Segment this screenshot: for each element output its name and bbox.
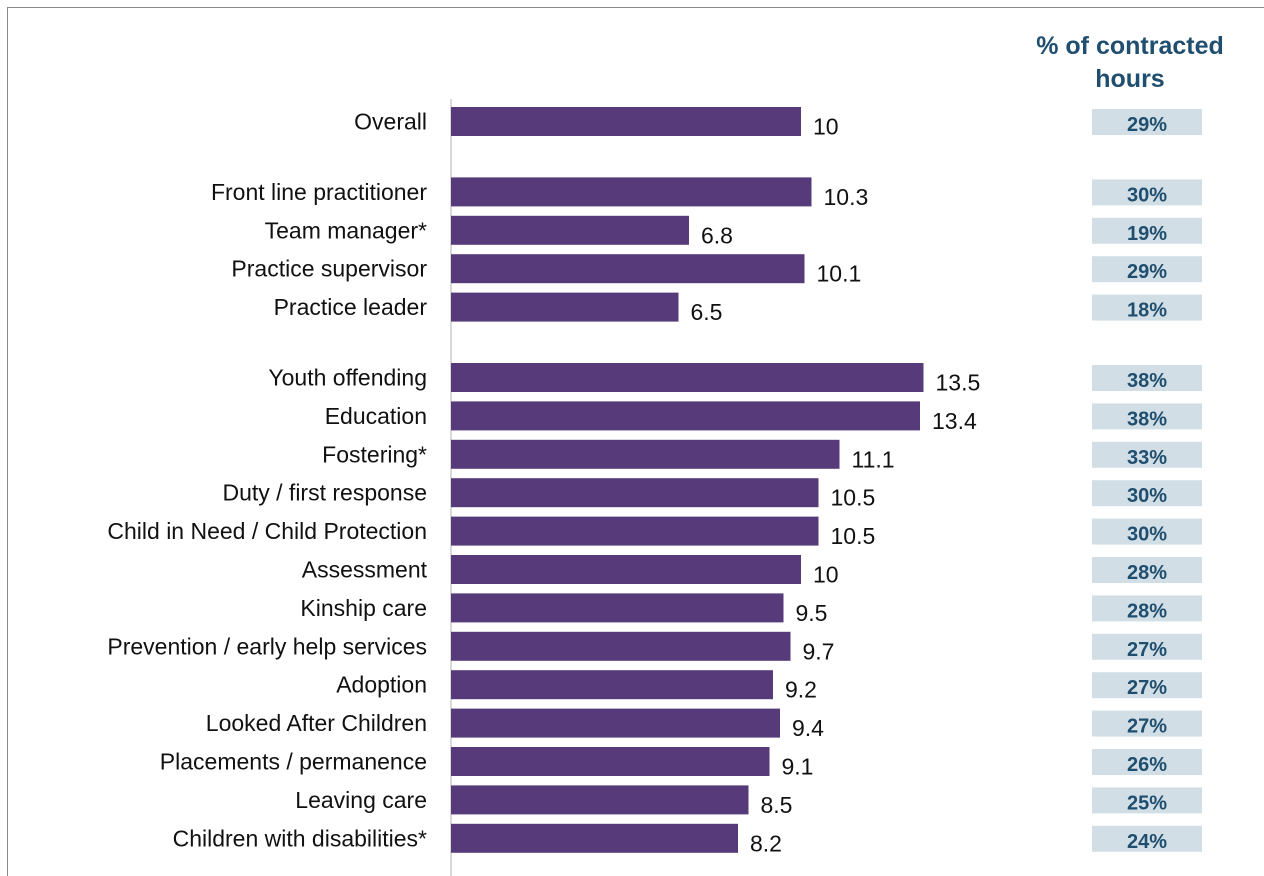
bar (451, 215, 689, 245)
value-label: 8.5 (761, 792, 793, 818)
bar (451, 670, 773, 700)
category-label: Overall (354, 109, 427, 135)
pct-box (1092, 365, 1202, 391)
value-label: 9.4 (792, 715, 824, 741)
pct-value: 26% (1127, 754, 1167, 776)
pct-box (1092, 109, 1202, 135)
value-label: 10.5 (831, 485, 876, 511)
pct-box (1092, 518, 1202, 545)
category-label: Looked After Children (206, 710, 427, 736)
bar (451, 254, 805, 284)
pct-box (1092, 179, 1202, 206)
category-label: Kinship care (300, 595, 427, 621)
category-label: Practice supervisor (231, 256, 427, 282)
pct-value: 29% (1127, 261, 1167, 283)
value-label: 9.2 (785, 677, 817, 703)
pct-box (1092, 595, 1202, 622)
category-label: Fostering* (322, 441, 427, 467)
pct-value: 28% (1127, 562, 1167, 584)
pct-column-header: % of contracted hours (985, 30, 1264, 96)
bar (451, 177, 812, 207)
category-label: Placements / permanence (160, 749, 427, 775)
value-label: 9.1 (782, 754, 814, 780)
pct-box (1092, 294, 1202, 321)
pct-box (1092, 256, 1202, 283)
category-label: Youth offending (268, 365, 427, 391)
value-label: 10.3 (824, 184, 869, 210)
pct-value: 30% (1127, 485, 1167, 507)
pct-box (1092, 217, 1202, 244)
value-label: 10 (813, 114, 839, 140)
chart-frame (7, 7, 1264, 876)
pct-value: 30% (1127, 184, 1167, 206)
pct-box (1092, 441, 1202, 468)
pct-value: 24% (1127, 831, 1167, 853)
pct-box (1092, 557, 1202, 583)
pct-value: 27% (1127, 716, 1167, 738)
value-label: 13.5 (936, 370, 981, 396)
bar (451, 107, 801, 136)
category-label: Prevention / early help services (107, 633, 427, 659)
bar (451, 363, 924, 392)
value-label: 6.5 (691, 299, 723, 325)
value-label: 9.7 (803, 638, 835, 664)
bar (451, 555, 801, 584)
value-label: 6.8 (701, 222, 733, 248)
pct-value: 18% (1127, 300, 1167, 322)
pct-header-line2: hours (1095, 65, 1165, 93)
bar (451, 747, 770, 776)
category-label: Education (325, 403, 427, 429)
pct-value: 38% (1127, 408, 1167, 430)
pct-value: 29% (1127, 114, 1167, 136)
value-label: 13.4 (932, 408, 977, 434)
bar (451, 785, 749, 815)
category-label: Assessment (302, 557, 428, 583)
pct-box (1092, 787, 1202, 814)
pct-value: 27% (1127, 639, 1167, 661)
bar (451, 593, 784, 623)
category-label: Children with disabilities* (173, 825, 427, 851)
bar (451, 478, 819, 508)
pct-value: 38% (1127, 370, 1167, 392)
category-label: Duty / first response (222, 480, 427, 506)
pct-box (1092, 749, 1202, 775)
category-label: Leaving care (295, 787, 427, 813)
category-label: Practice leader (274, 294, 428, 320)
pct-value: 28% (1127, 600, 1167, 622)
pct-value: 25% (1127, 792, 1167, 814)
category-label: Adoption (336, 672, 427, 698)
pct-box (1092, 633, 1202, 660)
value-label: 9.5 (796, 600, 828, 626)
pct-box (1092, 825, 1202, 852)
category-label: Front line practitioner (211, 179, 427, 205)
bar (451, 292, 679, 322)
value-label: 10.5 (831, 523, 876, 549)
pct-box (1092, 710, 1202, 737)
pct-box (1092, 403, 1202, 430)
pct-value: 19% (1127, 223, 1167, 245)
value-label: 10 (813, 562, 839, 588)
bar (451, 823, 738, 853)
pct-box (1092, 480, 1202, 507)
bar (451, 708, 780, 738)
bar (451, 401, 920, 431)
pct-value: 27% (1127, 677, 1167, 699)
category-label: Team manager* (265, 217, 427, 243)
pct-value: 30% (1127, 524, 1167, 546)
pct-box (1092, 672, 1202, 699)
bar (451, 631, 791, 661)
bar (451, 516, 819, 546)
value-label: 10.1 (817, 261, 862, 287)
value-label: 11.1 (852, 446, 895, 472)
pct-header-line1: % of contracted (1036, 32, 1224, 60)
bar (451, 439, 840, 469)
pct-value: 33% (1127, 447, 1167, 469)
value-label: 8.2 (750, 830, 782, 856)
category-label: Child in Need / Child Protection (107, 518, 427, 544)
